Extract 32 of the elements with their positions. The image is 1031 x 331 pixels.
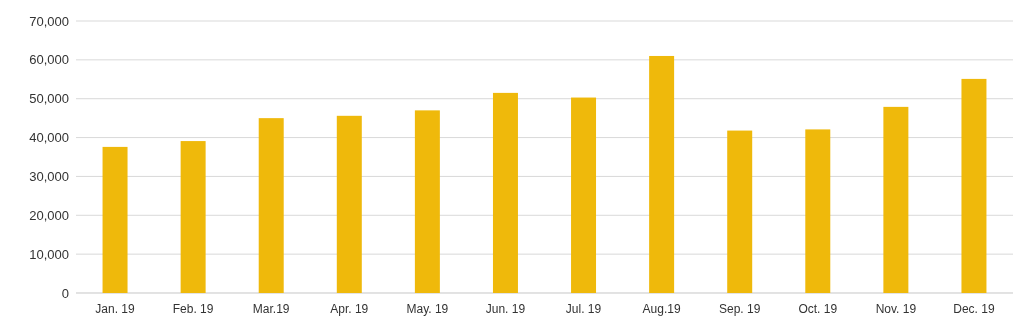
y-tick-label: 0 <box>61 285 69 301</box>
bar <box>883 106 909 293</box>
bar <box>571 97 597 293</box>
bar <box>336 115 362 293</box>
y-tick-label: 70,000 <box>29 13 69 29</box>
x-tick-label: Dec. 19 <box>953 302 995 316</box>
bar <box>805 129 831 293</box>
x-tick-label: Sep. 19 <box>719 302 761 316</box>
y-tick-label: 50,000 <box>29 91 69 107</box>
x-tick-label: May. 19 <box>406 302 449 316</box>
x-tick-label: Jun. 19 <box>485 302 526 316</box>
bar <box>414 110 440 293</box>
bar <box>258 118 284 293</box>
bar <box>961 78 987 293</box>
bar <box>649 55 675 293</box>
y-tick-label: 40,000 <box>29 130 69 146</box>
bar <box>102 146 128 293</box>
x-tick-label: Jan. 19 <box>95 302 136 316</box>
x-tick-label: Oct. 19 <box>798 302 838 316</box>
bar <box>492 92 518 293</box>
bar <box>727 130 753 293</box>
y-tick-label: 10,000 <box>29 246 69 262</box>
x-tick-label: Apr. 19 <box>330 302 369 316</box>
x-tick-label: Mar.19 <box>252 302 290 316</box>
x-tick-label: Feb. 19 <box>172 302 214 316</box>
x-tick-label: Nov. 19 <box>875 302 917 316</box>
y-tick-label: 30,000 <box>29 168 69 184</box>
x-tick-label: Jul. 19 <box>565 302 602 316</box>
y-tick-label: 20,000 <box>29 207 69 223</box>
y-tick-label: 60,000 <box>29 52 69 68</box>
bar <box>180 141 206 293</box>
x-tick-label: Aug.19 <box>642 302 681 316</box>
